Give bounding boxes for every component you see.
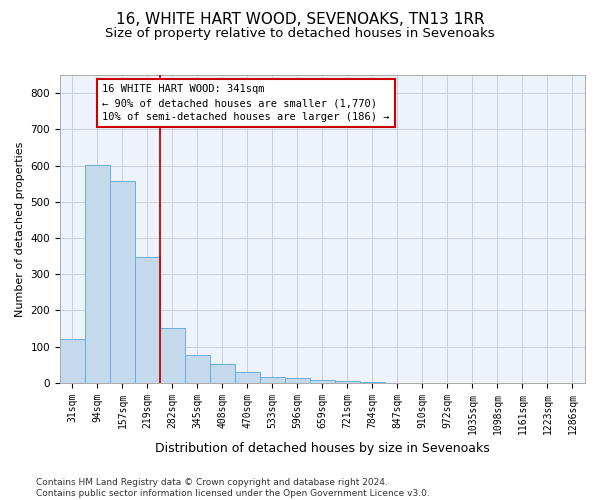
Bar [60,338,85,383]
Bar [235,372,260,383]
Text: Contains HM Land Registry data © Crown copyright and database right 2024.
Contai: Contains HM Land Registry data © Crown c… [36,478,430,498]
Bar [160,328,185,383]
Bar [185,355,210,383]
Bar [85,165,110,383]
Bar [135,257,160,383]
Text: Size of property relative to detached houses in Sevenoaks: Size of property relative to detached ho… [105,28,495,40]
Text: 16 WHITE HART WOOD: 341sqm
← 90% of detached houses are smaller (1,770)
10% of s: 16 WHITE HART WOOD: 341sqm ← 90% of deta… [102,84,389,122]
Bar [310,380,335,383]
Bar [210,364,235,383]
Bar [335,382,360,383]
Bar [110,182,135,383]
Bar [260,378,285,383]
Y-axis label: Number of detached properties: Number of detached properties [15,141,25,316]
X-axis label: Distribution of detached houses by size in Sevenoaks: Distribution of detached houses by size … [155,442,490,455]
Bar [285,378,310,383]
Text: 16, WHITE HART WOOD, SEVENOAKS, TN13 1RR: 16, WHITE HART WOOD, SEVENOAKS, TN13 1RR [116,12,484,28]
